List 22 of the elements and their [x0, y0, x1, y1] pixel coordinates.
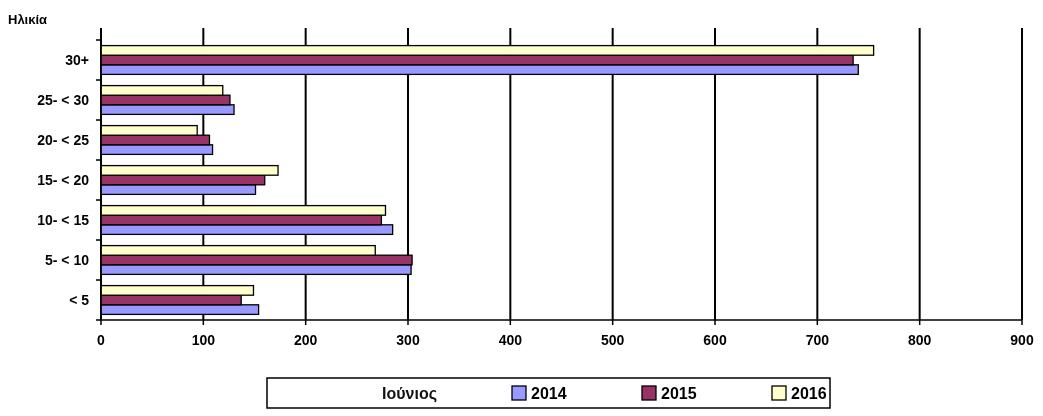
- x-tick-label: 0: [97, 332, 106, 348]
- x-tick-label: 700: [805, 332, 830, 348]
- x-tick-label: 500: [600, 332, 625, 348]
- x-tick-label: 200: [293, 332, 318, 348]
- y-tick-label: 25- < 30: [37, 92, 90, 108]
- x-tick-label: 300: [396, 332, 420, 348]
- legend-label: 2014: [531, 385, 567, 402]
- x-tick-label: 900: [1010, 332, 1034, 348]
- y-tick-label: 15- < 20: [37, 172, 90, 188]
- legend-label: 2016: [791, 385, 827, 402]
- legend-title: Ιούνιος: [382, 385, 437, 403]
- x-tick-label: 800: [907, 332, 932, 348]
- legend-label: 2015: [661, 385, 697, 402]
- y-tick-label: 5- < 10: [45, 252, 90, 268]
- y-axis-title: Ηλικία: [8, 12, 48, 27]
- y-tick-label: < 5: [69, 292, 90, 308]
- y-tick-label: 20- < 25: [37, 132, 90, 148]
- x-tick-label: 400: [498, 332, 523, 348]
- x-tick-label: 600: [703, 332, 727, 348]
- y-tick-label: 30+: [65, 52, 89, 68]
- x-tick-label: 100: [191, 332, 216, 348]
- y-tick-label: 10- < 15: [37, 212, 90, 228]
